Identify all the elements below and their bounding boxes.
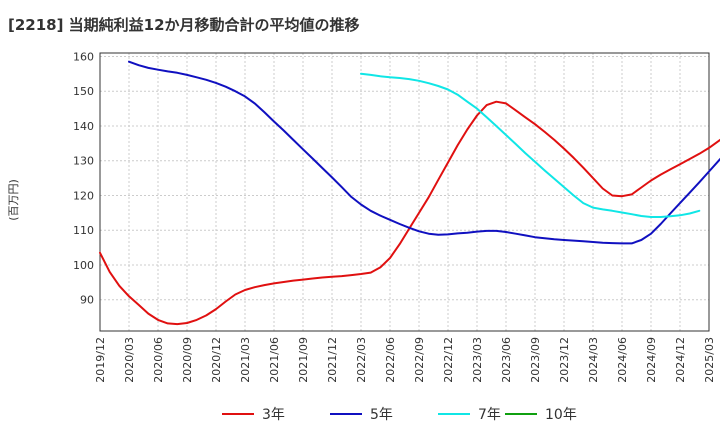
x-tick-label: 2020/09 <box>181 337 194 383</box>
series-lines <box>99 60 720 326</box>
x-tick-label: 2024/09 <box>645 337 658 383</box>
x-tick-label: 2023/06 <box>500 337 513 383</box>
x-tick-label: 2020/12 <box>210 337 223 383</box>
axes: 90 100 110 120 130 140 150 160 2019/12 2020/03 202… <box>73 50 716 382</box>
chart-title: [2218] 当期純利益12か月移動合計の平均値の推移 <box>8 16 360 34</box>
legend-label: 10年 <box>545 407 577 423</box>
x-tick-label: 2019/12 <box>94 337 107 383</box>
x-tick-label: 2020/06 <box>152 337 165 383</box>
x-tick-label: 2025/03 <box>703 337 716 383</box>
legend-label: 7年 <box>478 407 501 423</box>
x-tick-label: 2021/03 <box>239 337 252 383</box>
x-tick-label: 2022/12 <box>442 337 455 383</box>
x-tick-label: 2021/06 <box>268 337 281 383</box>
x-tick-label: 2023/03 <box>471 337 484 383</box>
y-tick-label: 100 <box>73 259 94 272</box>
x-tick-label: 2020/03 <box>123 337 136 383</box>
x-tick-label: 2024/03 <box>587 337 600 383</box>
x-tick-label: 2022/06 <box>384 337 397 383</box>
plot-frame <box>99 52 710 332</box>
x-tick-label: 2024/12 <box>674 337 687 383</box>
y-tick-label: 150 <box>73 85 94 98</box>
x-tick-label: 2021/12 <box>326 337 339 383</box>
y-tick-label: 140 <box>73 120 94 133</box>
y-tick-label: 160 <box>73 50 94 63</box>
y-tick-label: 120 <box>73 189 94 202</box>
series-line-3年 <box>99 100 720 326</box>
y-axis-label: (百万円) <box>7 179 20 221</box>
x-tick-label: 2021/09 <box>297 337 310 383</box>
x-tick-label: 2023/09 <box>529 337 542 383</box>
y-tick-label: 90 <box>80 294 94 307</box>
x-tick-label: 2023/12 <box>558 337 571 383</box>
legend-label: 3年 <box>262 407 285 423</box>
y-tick-label: 110 <box>73 224 94 237</box>
legend-label: 5年 <box>370 407 393 423</box>
x-tick-label: 2024/06 <box>616 337 629 383</box>
y-tick-label: 130 <box>73 155 94 168</box>
legend: 3年 5年 7年 10年 <box>222 407 577 423</box>
series-line-7年 <box>360 72 701 218</box>
grid-lines <box>99 53 710 331</box>
x-tick-label: 2022/03 <box>355 337 368 383</box>
series-line-5年 <box>128 60 720 245</box>
x-tick-label: 2022/09 <box>413 337 426 383</box>
